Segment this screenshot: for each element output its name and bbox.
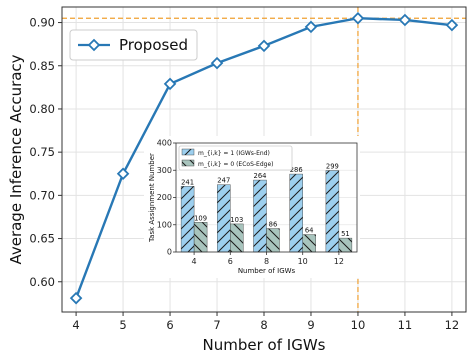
y-axis-title: Average Inference Accuracy <box>7 54 25 264</box>
bar-value-label: 247 <box>217 177 230 185</box>
inset-y-axis-title: Task Assignment Number <box>148 153 156 243</box>
inset-bars: 241 109 247 103 264 86 286 64 299 51 <box>180 163 353 253</box>
x-tick-label: 8 <box>260 318 267 332</box>
data-point-marker <box>304 20 318 34</box>
bar-value-label: 103 <box>230 216 243 224</box>
bar-value-label: 286 <box>290 166 303 174</box>
inset-x-tick-label: 12 <box>334 257 344 266</box>
bar-value-label: 299 <box>326 163 339 171</box>
bar-value-label: 109 <box>194 214 207 222</box>
bar-igws-end <box>180 186 195 253</box>
inset-legend-swatch-ecos-edge <box>181 159 195 167</box>
inset-y-tick-label: 0 <box>167 248 172 257</box>
y-tick-label: 0.85 <box>29 59 55 73</box>
y-tick-label: 0.65 <box>29 232 55 246</box>
bar-value-label: 51 <box>341 230 350 238</box>
bar-value-label: 86 <box>269 221 278 229</box>
x-tick-label: 9 <box>307 318 314 332</box>
bar-value-label: 264 <box>254 172 267 180</box>
inset-y-tick-label: 300 <box>157 166 172 175</box>
inset-x-tick-label: 6 <box>228 257 233 266</box>
bar-ecos-edge <box>230 223 244 253</box>
main-ticks: 4 5 6 7 8 9 10 11 12 0.60 0.65 0.70 0.75 0.80 0.85 0.90 <box>29 16 459 332</box>
inset-x-tick-label: 8 <box>264 257 269 266</box>
bar-igws-end <box>217 184 231 253</box>
y-tick-label: 0.75 <box>29 145 55 159</box>
bar-igws-end <box>325 170 340 253</box>
data-point-marker <box>210 56 224 70</box>
inset-legend: m_{i,k} = 1 (IGWs-End) m_{i,k} = 0 (ECoS… <box>178 145 293 171</box>
data-point-marker <box>398 13 412 27</box>
x-axis-title: Number of IGWs <box>203 336 326 354</box>
inset-legend-label-igws-end: m_{i,k} = 1 (IGWs-End) <box>198 150 270 157</box>
legend-box <box>69 29 198 61</box>
x-tick-label: 4 <box>72 318 79 332</box>
bar-ecos-edge <box>193 222 208 253</box>
inset-legend-box <box>178 145 293 171</box>
y-tick-label: 0.90 <box>29 16 55 30</box>
x-tick-label: 12 <box>445 318 460 332</box>
data-point-marker <box>257 39 271 53</box>
data-point-marker <box>351 11 365 25</box>
inset-y-tick-label: 100 <box>157 220 172 229</box>
bar-igws-end <box>289 173 303 253</box>
y-tick-label: 0.80 <box>29 102 55 116</box>
inset-x-tick-label: 10 <box>298 257 308 266</box>
bar-ecos-edge <box>266 228 280 253</box>
bar-igws-end <box>253 179 267 253</box>
y-tick-label: 0.70 <box>29 188 55 202</box>
x-tick-label: 11 <box>398 318 413 332</box>
x-tick-label: 7 <box>213 318 220 332</box>
y-tick-label: 0.60 <box>29 275 55 289</box>
data-point-marker <box>116 167 130 181</box>
inset-legend-label-ecos-edge: m_{i,k} = 0 (ECoS-Edge) <box>198 161 274 168</box>
x-tick-label: 6 <box>166 318 173 332</box>
bar-value-label: 241 <box>181 178 194 186</box>
x-tick-label: 10 <box>351 318 366 332</box>
inset-legend-swatch-igws-end <box>181 148 195 156</box>
inset-bar-chart: 241 109 247 103 264 86 286 64 299 51 4 6 8 10 12 0 100 2… <box>144 136 360 278</box>
data-point-marker <box>163 77 177 91</box>
bar-value-label: 64 <box>305 227 314 235</box>
legend-label-proposed: Proposed <box>119 36 188 54</box>
data-point-marker <box>69 291 83 305</box>
inset-x-tick-label: 4 <box>192 257 197 266</box>
bar-ecos-edge <box>338 237 353 253</box>
inset-x-axis-title: Number of IGWs <box>238 267 296 275</box>
inset-y-tick-label: 400 <box>157 139 172 148</box>
inset-y-tick-label: 200 <box>157 193 172 202</box>
bar-ecos-edge <box>302 234 316 253</box>
inset-ticks: 4 6 8 10 12 0 100 200 300 400 <box>157 139 344 267</box>
data-point-marker <box>445 18 459 32</box>
x-tick-label: 5 <box>119 318 126 332</box>
main-series <box>69 11 459 305</box>
main-legend: Proposed <box>69 29 198 61</box>
legend-diamond-marker <box>87 38 101 52</box>
